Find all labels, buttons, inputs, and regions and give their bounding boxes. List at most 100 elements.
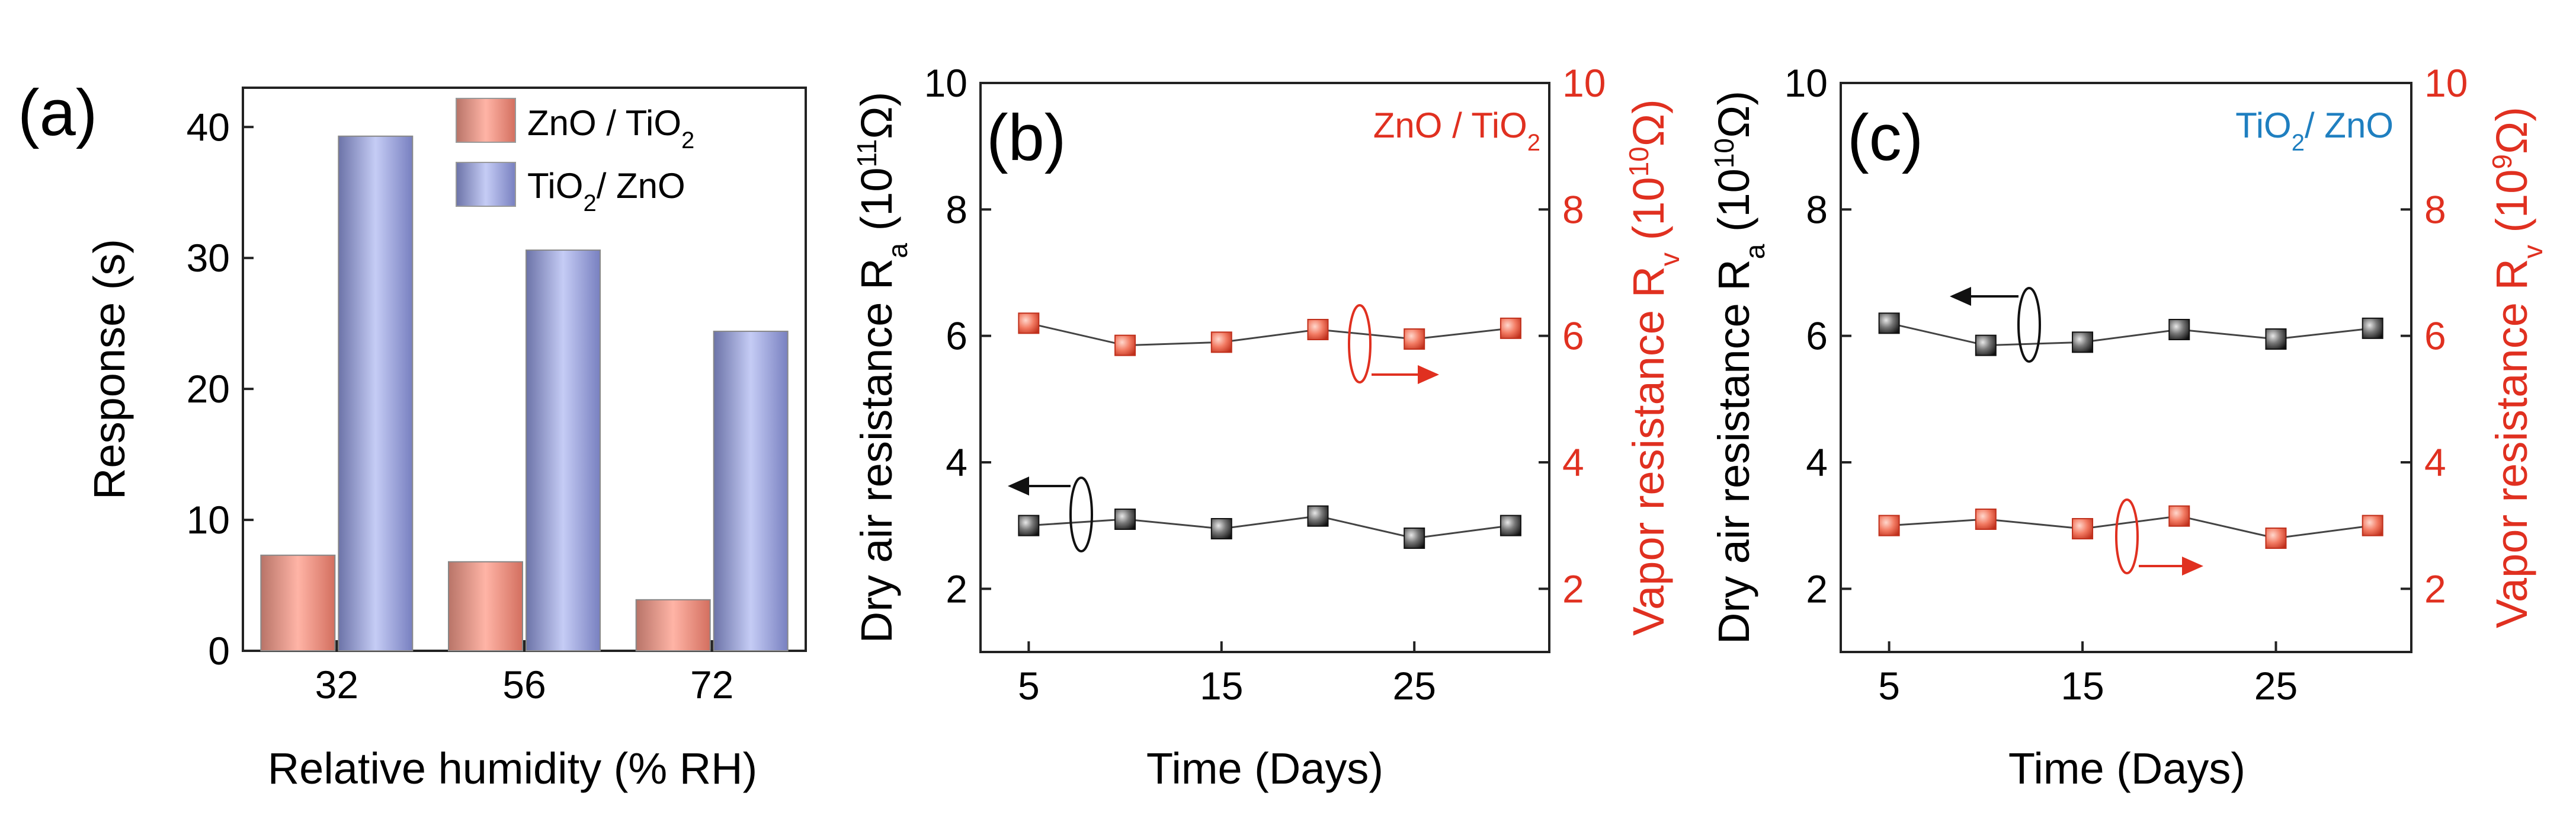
x-tick-label: 32	[315, 663, 358, 707]
left-y-tick-label: 2	[1806, 567, 1828, 611]
left-y-tick-label: 6	[1806, 314, 1828, 358]
legend-swatch-zno-tio2	[456, 98, 516, 143]
x-tick-label: 5	[1018, 664, 1040, 708]
panel-b-left-axis-indicator	[1008, 477, 1093, 552]
panel-b-left-y-axis: 2 4 6 8 10	[924, 61, 991, 611]
left-y-tick-label: 2	[946, 567, 967, 611]
x-tick-label: 5	[1878, 664, 1900, 708]
vapor-point	[1307, 319, 1329, 340]
right-y-tick-label: 4	[2424, 440, 2446, 484]
x-tick-label: 15	[1200, 664, 1243, 708]
panel-a-letter: (a)	[18, 76, 97, 149]
panel-a-x-axis-title: Relative humidity (% RH)	[268, 744, 758, 793]
y-tick-label: 40	[187, 105, 230, 149]
y-tick-label: 30	[187, 236, 230, 280]
left-y-tick-label: 6	[946, 314, 967, 358]
air-point	[1210, 518, 1232, 539]
vapor-point	[1114, 334, 1136, 356]
right-y-tick-label: 2	[2424, 567, 2446, 611]
air-point	[1114, 509, 1136, 530]
panel-c-plot-frame	[1840, 82, 2412, 653]
panel-c-letter: (c)	[1847, 101, 1923, 174]
panel-a-y-axis-title: Response (s)	[85, 239, 134, 500]
air-point	[1404, 528, 1425, 549]
panel-c-left-axis-indicator	[1950, 287, 2041, 363]
air-point	[1500, 514, 1521, 536]
panel-c-x-axis-title: Time (Days)	[2008, 744, 2245, 793]
panel-c-x-axis: 5 15 25	[1878, 641, 2298, 708]
vapor-point	[1404, 328, 1425, 350]
right-y-tick-label: 6	[1562, 314, 1584, 358]
legend-swatch-tio2-zno	[456, 162, 516, 207]
air-point	[2362, 317, 2383, 339]
vapor-point	[2168, 505, 2190, 527]
panel-c-right-y-axis-title: Vapor resistance Rv (109Ω)	[2487, 107, 2548, 628]
air-point	[1878, 312, 1900, 334]
air-series-line	[1889, 322, 2373, 347]
left-y-tick-label: 4	[1806, 440, 1828, 484]
vapor-point	[1500, 317, 1521, 339]
panel-b-x-axis-title: Time (Days)	[1146, 744, 1383, 793]
panel-c-left-y-axis-title: Dry air resistance Ra (1010Ω)	[1709, 91, 1770, 644]
vapor-series-line	[1029, 322, 1511, 347]
panel-a: (a) 0 10 20 30 40 32 56 72 Response (s) Relati…	[18, 76, 807, 793]
x-tick-label: 25	[1392, 664, 1436, 708]
air-series-line	[1029, 515, 1511, 539]
bar-zno-tio2-32	[260, 554, 336, 652]
right-y-tick-label: 8	[2424, 187, 2446, 231]
vapor-point	[2265, 528, 2287, 549]
panel-b-plot-frame	[979, 82, 1550, 653]
panel-a-bars	[260, 135, 789, 652]
y-tick-label: 20	[187, 367, 230, 411]
bar-zno-tio2-56	[448, 561, 523, 652]
bar-tio2-zno-32	[338, 135, 414, 651]
panel-b-letter: (b)	[986, 101, 1066, 174]
panel-b-right-axis-indicator	[1348, 304, 1439, 384]
panel-a-legend: ZnO / TiO2 TiO2/ ZnO	[456, 98, 694, 216]
bar-tio2-zno-56	[526, 249, 601, 651]
panel-b-right-y-axis-title: Vapor resistance Rv (1010Ω)	[1623, 99, 1685, 635]
air-point	[2265, 328, 2287, 350]
legend-label-tio2-zno: TiO2/ ZnO	[527, 166, 685, 216]
panel-b-left-y-axis-title: Dry air resistance Ra (1011Ω)	[851, 92, 913, 644]
vapor-point	[1018, 312, 1040, 334]
panel-c-right-axis-indicator	[2115, 498, 2203, 576]
y-tick-label: 0	[208, 629, 230, 673]
panel-b-x-axis: 5 15 25	[1018, 641, 1436, 708]
right-y-tick-label: 8	[1562, 187, 1584, 231]
panel-c-right-y-axis: 2 4 6 8 10	[2401, 61, 2468, 611]
vapor-series-line	[1889, 515, 2373, 539]
panel-c-left-y-axis: 2 4 6 8 10	[1784, 61, 1851, 611]
legend-label-zno-tio2: ZnO / TiO2	[527, 103, 694, 154]
vapor-point	[1975, 509, 1997, 530]
panel-b-series	[1018, 312, 1521, 549]
vapor-point	[2072, 518, 2094, 539]
vapor-point	[1878, 514, 1900, 536]
right-y-tick-label: 2	[1562, 567, 1584, 611]
left-y-tick-label: 10	[1784, 61, 1828, 105]
y-tick-label: 10	[187, 498, 230, 542]
x-tick-label: 72	[690, 663, 733, 707]
right-y-tick-label: 6	[2424, 314, 2446, 358]
right-y-tick-label: 10	[2424, 61, 2468, 105]
left-y-tick-label: 8	[946, 187, 967, 231]
air-point	[1307, 505, 1329, 527]
air-point	[1975, 334, 1997, 356]
vapor-point	[2362, 514, 2383, 536]
panel-a-x-axis: 32 56 72	[315, 640, 733, 707]
panel-b: (b) ZnO / TiO2 2 4 6 8 10 2 4 6 8 10 5 15 25 Dry a…	[851, 61, 1685, 793]
bar-zno-tio2-72	[635, 599, 711, 652]
panel-c-series	[1878, 312, 2383, 549]
x-tick-label: 25	[2254, 664, 2298, 708]
left-y-tick-label: 8	[1806, 187, 1828, 231]
panel-b-sample-label: ZnO / TiO2	[1373, 106, 1540, 156]
left-y-tick-label: 10	[924, 61, 967, 105]
panel-b-right-y-axis: 2 4 6 8 10	[1539, 61, 1606, 611]
bar-tio2-zno-72	[713, 330, 789, 651]
right-y-tick-label: 4	[1562, 440, 1584, 484]
x-tick-label: 15	[2061, 664, 2104, 708]
vapor-point	[1210, 331, 1232, 353]
air-point	[2168, 319, 2190, 340]
x-tick-label: 56	[502, 663, 546, 707]
